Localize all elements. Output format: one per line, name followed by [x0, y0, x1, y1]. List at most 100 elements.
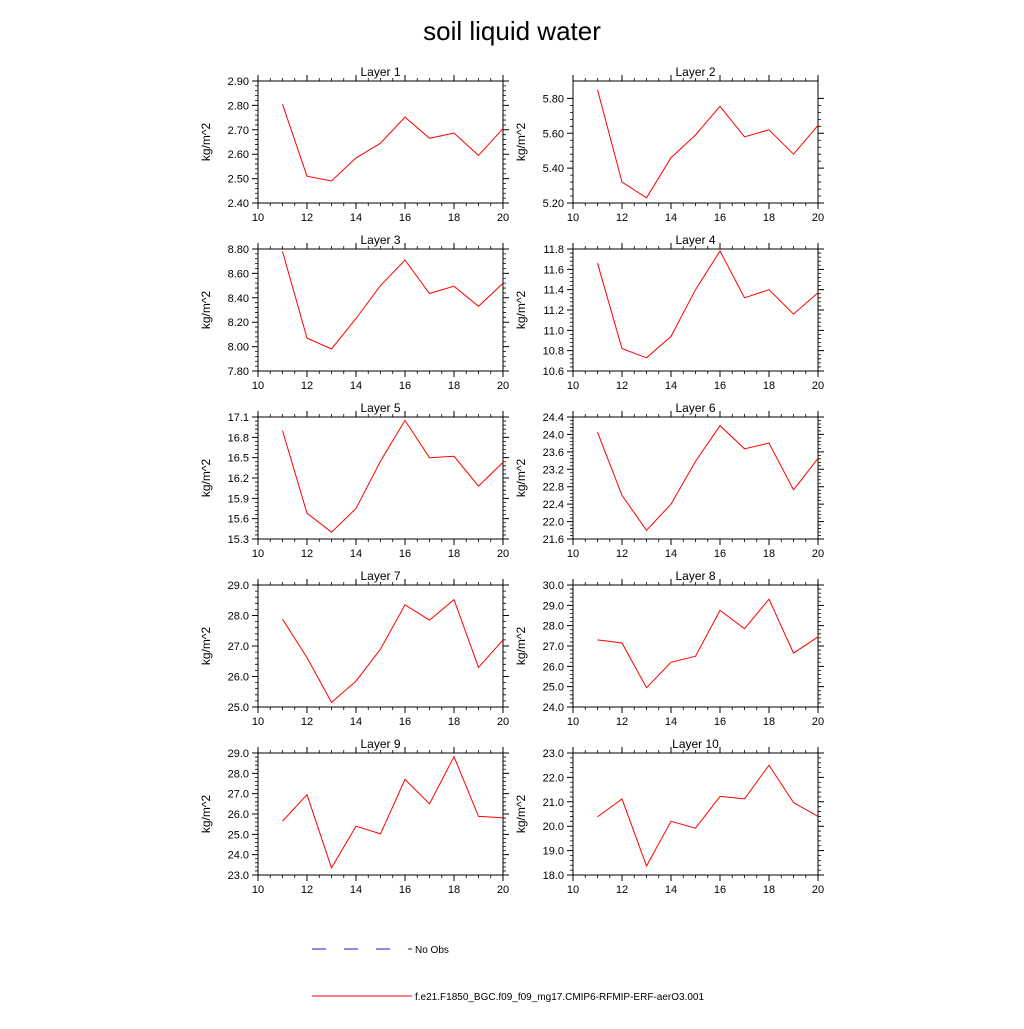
y-axis-label: kg/m^2	[514, 459, 528, 498]
y-tick-label: 8.40	[228, 293, 249, 305]
y-tick-label: 25.0	[543, 682, 564, 694]
y-tick-label: 22.4	[543, 499, 564, 511]
y-tick-label: 19.0	[543, 846, 564, 858]
series-line	[597, 89, 819, 199]
y-tick-label: 18.0	[543, 870, 564, 882]
y-tick-label: 25.0	[228, 702, 249, 714]
x-tick-label: 10	[252, 548, 264, 560]
y-tick-label: 11.6	[543, 264, 564, 276]
y-tick-label: 29.0	[228, 748, 249, 760]
x-tick-label: 20	[497, 380, 509, 392]
y-tick-label: 22.0	[543, 517, 564, 529]
y-tick-label: 2.60	[228, 149, 249, 161]
series-line	[597, 598, 819, 689]
x-tick-label: 12	[616, 884, 628, 896]
y-tick-label: 15.9	[228, 493, 249, 505]
y-axis-label: kg/m^2	[514, 795, 528, 834]
x-tick-label: 20	[812, 884, 824, 896]
x-tick-label: 14	[350, 716, 362, 728]
x-tick-label: 18	[448, 380, 460, 392]
y-tick-label: 27.0	[543, 641, 564, 653]
x-tick-label: 12	[616, 380, 628, 392]
x-tick-label: 14	[350, 884, 362, 896]
y-tick-label: 16.8	[228, 432, 249, 444]
x-tick-label: 16	[399, 548, 411, 560]
y-axis-label: kg/m^2	[514, 291, 528, 330]
x-tick-label: 16	[714, 548, 726, 560]
legend: No Obs f.e21.F1850_BGC.f09_f09_mg17.CMIP…	[312, 945, 704, 1003]
x-tick-label: 10	[567, 380, 579, 392]
x-tick-label: 20	[812, 548, 824, 560]
y-tick-label: 20.0	[543, 821, 564, 833]
panel-title: Layer 4	[675, 233, 715, 247]
series-line	[282, 755, 504, 870]
minor-ticks	[255, 246, 506, 374]
y-tick-label: 10.8	[543, 346, 564, 358]
chart-panel-2: Layer 2 5.20 5.40 5.60 5.80 10 12 14 16 18 20 kg/m^…	[514, 65, 824, 224]
x-tick-label: 14	[350, 380, 362, 392]
panel-title: Layer 10	[672, 737, 719, 751]
y-tick-label: 24.0	[228, 850, 249, 862]
x-tick-label: 20	[812, 380, 824, 392]
y-tick-label: 11.4	[543, 285, 564, 297]
plot-frame	[257, 584, 504, 708]
x-tick-label: 16	[399, 716, 411, 728]
series-line	[597, 424, 819, 532]
chart-panel-6: Layer 6 21.6 22.0 22.4 22.8 23.2 23.6 24.0 24.4 1…	[514, 401, 824, 560]
y-axis-label: kg/m^2	[514, 123, 528, 162]
y-axis-label: kg/m^2	[199, 459, 213, 498]
y-tick-label: 17.1	[228, 412, 249, 424]
panel-title: Layer 9	[360, 737, 400, 751]
x-tick-label: 14	[665, 380, 677, 392]
x-tick-label: 14	[665, 716, 677, 728]
y-tick-label: 24.0	[543, 429, 564, 441]
y-tick-label: 5.40	[543, 163, 564, 175]
chart-panel-10: Layer 10 18.0 19.0 20.0 21.0 22.0 23.0 10 12 14 16…	[514, 737, 824, 896]
x-tick-label: 14	[665, 212, 677, 224]
y-tick-label: 15.3	[228, 534, 249, 546]
y-tick-label: 16.5	[228, 453, 249, 465]
y-tick-label: 26.0	[228, 809, 249, 821]
minor-ticks	[570, 414, 821, 542]
x-tick-label: 10	[252, 380, 264, 392]
y-tick-label: 30.0	[543, 580, 564, 592]
x-tick-label: 14	[350, 212, 362, 224]
x-tick-label: 10	[252, 212, 264, 224]
y-tick-label: 7.80	[228, 366, 249, 378]
series-line	[282, 598, 504, 704]
panel-title: Layer 6	[675, 401, 715, 415]
y-tick-label: 16.2	[228, 473, 249, 485]
x-tick-label: 12	[616, 212, 628, 224]
y-tick-label: 2.40	[228, 198, 249, 210]
series-line	[597, 250, 819, 359]
y-tick-label: 29.0	[228, 580, 249, 592]
x-tick-label: 16	[399, 884, 411, 896]
y-tick-label: 2.70	[228, 125, 249, 137]
chart-panel-5: Layer 5 15.3 15.6 15.9 16.2 16.5 16.8 17.1 10 12 1…	[199, 401, 509, 560]
x-tick-label: 20	[497, 548, 509, 560]
x-tick-label: 18	[763, 716, 775, 728]
chart-panel-4: Layer 4 10.6 10.8 11.0 11.2 11.4 11.6 11.8 10 12 1…	[514, 233, 824, 392]
y-tick-label: 23.0	[543, 748, 564, 760]
x-tick-label: 20	[812, 212, 824, 224]
y-tick-label: 5.20	[543, 198, 564, 210]
y-tick-label: 21.6	[543, 534, 564, 546]
x-tick-label: 16	[714, 212, 726, 224]
y-tick-label: 5.60	[543, 128, 564, 140]
x-tick-label: 12	[301, 884, 313, 896]
y-axis-label: kg/m^2	[199, 291, 213, 330]
y-tick-label: 10.6	[543, 366, 564, 378]
minor-ticks	[570, 750, 821, 878]
y-tick-label: 8.00	[228, 342, 249, 354]
y-axis-label: kg/m^2	[199, 123, 213, 162]
y-tick-label: 23.6	[543, 447, 564, 459]
y-tick-label: 11.0	[543, 325, 564, 337]
x-tick-label: 10	[252, 716, 264, 728]
x-tick-label: 20	[497, 884, 509, 896]
plot-frame	[572, 752, 819, 876]
x-tick-label: 16	[399, 212, 411, 224]
y-tick-label: 27.0	[228, 641, 249, 653]
plot-frame	[572, 248, 819, 372]
